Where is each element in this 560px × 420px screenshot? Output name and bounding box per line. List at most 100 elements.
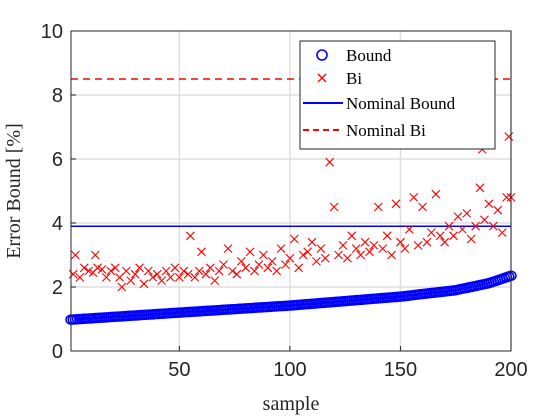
- bi-point: [373, 202, 383, 212]
- x-tick-label: 100: [273, 359, 306, 381]
- bi-point: [488, 221, 498, 231]
- bi-point: [453, 212, 463, 221]
- bi-point: [391, 199, 401, 209]
- y-tick-label: 8: [52, 85, 63, 107]
- bi-point: [174, 273, 184, 282]
- bi-point: [493, 205, 503, 215]
- legend: Bound Bi Nominal Bound Nominal Bi: [299, 40, 496, 150]
- legend-bi-label: Bi: [346, 69, 362, 88]
- bi-point: [250, 266, 259, 276]
- bi-point: [307, 237, 317, 247]
- bi-point: [356, 250, 366, 260]
- bi-point: [201, 269, 211, 279]
- bi-point: [190, 273, 200, 282]
- bi-point: [183, 269, 193, 279]
- bi-point: [79, 263, 89, 273]
- bi-point: [276, 244, 286, 253]
- legend-bound-marker: [316, 49, 328, 61]
- bi-point: [303, 247, 312, 257]
- bi-point: [272, 266, 282, 276]
- bi-point: [110, 263, 120, 273]
- x-axis-label: sample: [263, 393, 320, 415]
- bi-point: [197, 247, 206, 257]
- bi-point: [223, 244, 233, 253]
- y-axis-label: Error Bound [%]: [3, 123, 25, 259]
- bi-point: [135, 263, 144, 273]
- bi-point: [241, 263, 251, 273]
- bi-point: [101, 273, 111, 282]
- bi-point: [139, 279, 149, 289]
- bi-point: [418, 202, 427, 212]
- bi-point: [435, 231, 445, 241]
- bi-point: [351, 244, 361, 253]
- legend-bound-label: Bound: [346, 46, 392, 65]
- bi-point: [342, 253, 352, 263]
- bi-point: [471, 221, 481, 231]
- bi-point: [347, 231, 357, 241]
- bi-point: [245, 247, 255, 257]
- legend-bi-marker: [317, 73, 327, 83]
- bi-point: [194, 266, 204, 276]
- bi-point: [267, 257, 277, 266]
- bi-point: [409, 193, 419, 202]
- bi-point: [480, 215, 489, 225]
- bi-point: [449, 231, 458, 241]
- bi-point: [186, 231, 195, 241]
- bi-point: [106, 266, 116, 276]
- bi-point: [170, 263, 180, 273]
- bi-point: [329, 202, 339, 212]
- bi-point: [254, 260, 264, 269]
- bi-point: [148, 273, 158, 282]
- bi-point: [130, 269, 140, 279]
- bi-point: [312, 257, 321, 266]
- legend-box: [299, 40, 496, 150]
- y-tick-label: 0: [52, 341, 63, 363]
- ticks: 50 100 150 200 0 2 4 6 8 10: [41, 21, 528, 381]
- bi-point: [90, 250, 100, 260]
- bi-point: [387, 250, 396, 260]
- bi-point: [285, 253, 295, 263]
- bi-point: [404, 225, 414, 234]
- bi-point: [400, 244, 410, 253]
- bi-point: [263, 263, 273, 273]
- bi-point: [457, 225, 467, 234]
- bi-point: [444, 221, 454, 231]
- axes-box: [70, 30, 512, 352]
- bi-point: [462, 209, 472, 218]
- bi-point: [205, 263, 215, 273]
- bi-point: [320, 253, 330, 263]
- bi-point: [422, 237, 432, 247]
- legend-nominal-bi-label: Nominal Bi: [346, 121, 426, 140]
- bi-point: [126, 276, 136, 285]
- bi-point: [294, 263, 304, 273]
- bi-point: [289, 234, 299, 244]
- y-tick-label: 6: [52, 149, 63, 171]
- bi-point: [281, 260, 290, 269]
- bi-point: [484, 199, 494, 209]
- y-tick-label: 10: [41, 21, 63, 43]
- bi-point: [166, 273, 175, 282]
- x-tick-label: 150: [384, 359, 417, 381]
- x-tick-label: 50: [168, 359, 190, 381]
- bi-point: [378, 244, 388, 253]
- bi-point: [338, 241, 348, 250]
- bi-point: [121, 266, 131, 276]
- y-tick-label: 2: [52, 277, 63, 299]
- bi-point: [413, 241, 423, 250]
- bi-point: [365, 247, 374, 257]
- bi-point: [334, 250, 343, 260]
- bi-point: [325, 157, 335, 167]
- bi-point: [210, 276, 220, 285]
- bi-point: [75, 273, 85, 282]
- bi-point: [143, 266, 153, 276]
- bi-point: [232, 269, 242, 279]
- bi-point: [117, 282, 127, 292]
- bi-point: [497, 228, 507, 237]
- bi-point: [396, 237, 405, 247]
- bi-point: [298, 250, 308, 260]
- bi-point: [228, 266, 237, 276]
- bi-point: [152, 269, 162, 279]
- x-tick-label: 200: [494, 359, 527, 381]
- bi-point: [219, 260, 228, 269]
